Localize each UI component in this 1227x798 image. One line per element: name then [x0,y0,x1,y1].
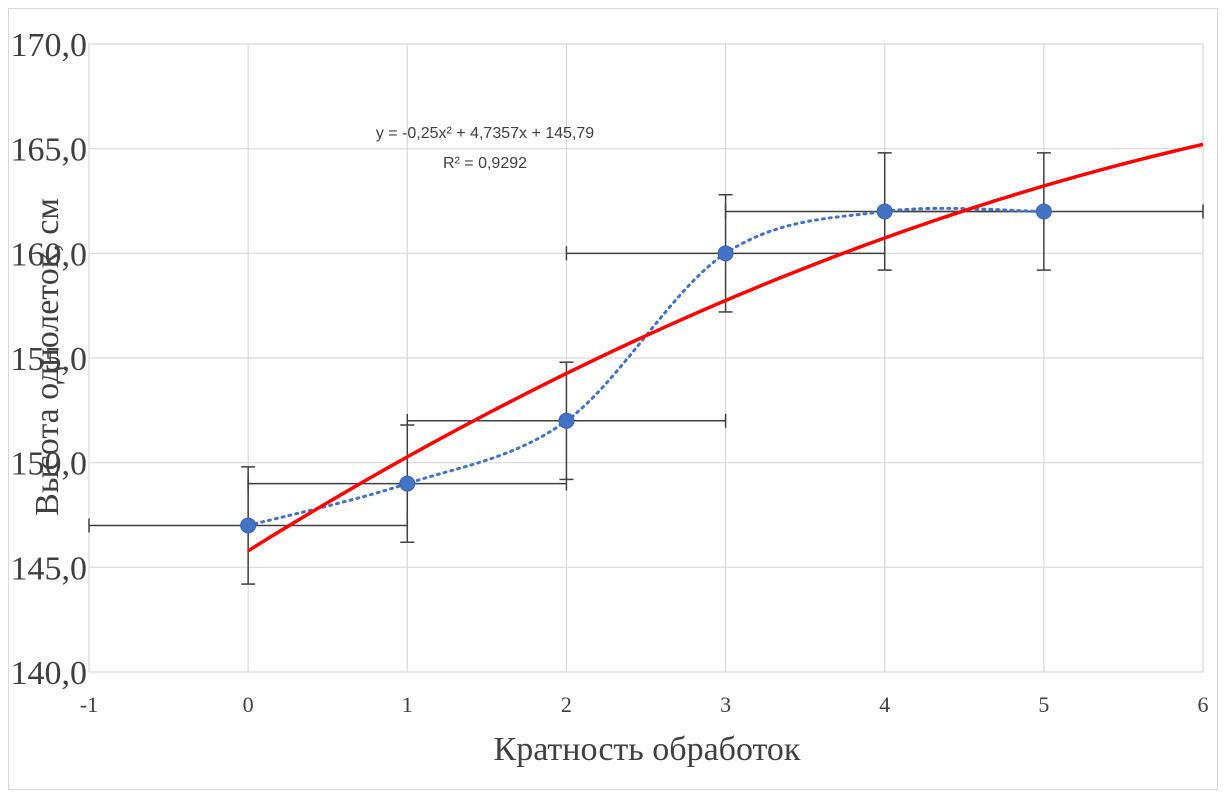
series-connector-line [246,206,1046,527]
trendline-r-squared: R² = 0,9292 [443,155,527,172]
y-tick-label: 150,0 [11,446,88,483]
data-point [1035,203,1052,220]
y-tick-label: 170,0 [11,27,88,64]
x-tick-labels: -1 0 1 2 3 4 5 6 [80,692,1209,717]
x-tick-label: 6 [1198,692,1209,717]
x-tick-label: 0 [243,692,254,717]
x-tick-label: 3 [720,692,731,717]
data-points [240,203,1052,534]
trendline-equation: y = -0,25x² + 4,7357x + 145,79 [376,125,594,142]
data-point [240,517,257,534]
x-tick-label: 1 [402,692,413,717]
y-tick-labels: 140,0 145,0 150,0 155,0 160,0 165,0 170,0 [11,27,88,692]
y-tick-label: 155,0 [11,341,88,378]
x-tick-label: 2 [561,692,572,717]
data-point [399,475,416,492]
y-tick-label: 140,0 [11,655,88,692]
x-tick-label: 5 [1038,692,1049,717]
trendline [247,142,1204,553]
error-bars [88,152,1204,585]
data-point [558,412,575,429]
x-axis-title: Кратность обработок [494,731,801,768]
x-tick-label: 4 [879,692,890,717]
gridlines [88,43,1204,673]
y-tick-label: 160,0 [11,236,88,273]
y-tick-label: 145,0 [11,550,88,587]
y-tick-label: 165,0 [11,132,88,169]
data-point [876,203,893,220]
y-axis-title: Высота однолеток, см [29,198,66,516]
chart-frame [8,8,1218,790]
data-point [717,245,734,262]
x-tick-label: -1 [80,692,98,717]
